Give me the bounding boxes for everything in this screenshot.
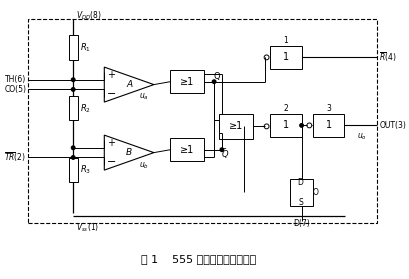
Bar [171, 138, 204, 161]
Text: $V_{ss}$(1): $V_{ss}$(1) [76, 221, 99, 234]
Text: 2: 2 [284, 104, 288, 113]
Text: $\overline{R}$(4): $\overline{R}$(4) [379, 50, 397, 64]
Text: +: + [107, 70, 115, 80]
Bar [69, 35, 78, 60]
Text: ≥1: ≥1 [180, 145, 195, 155]
Text: $R_3$: $R_3$ [79, 163, 91, 176]
Text: A: A [126, 80, 132, 89]
Text: 1: 1 [283, 121, 289, 130]
Text: −: − [106, 89, 116, 99]
Text: $R_2$: $R_2$ [79, 102, 90, 115]
Circle shape [72, 78, 75, 81]
Text: 1: 1 [283, 52, 289, 62]
Text: $\bar{Q}$: $\bar{Q}$ [221, 148, 229, 162]
Bar [290, 179, 313, 206]
Text: ≥1: ≥1 [180, 77, 195, 87]
Bar [270, 46, 301, 69]
Bar [171, 70, 204, 93]
Text: S: S [298, 198, 303, 207]
Text: D(7): D(7) [293, 219, 310, 228]
Text: $\overline{TR}$(2): $\overline{TR}$(2) [4, 151, 27, 164]
Bar [69, 158, 78, 182]
Circle shape [72, 146, 75, 150]
Text: 1: 1 [284, 36, 288, 45]
Circle shape [72, 156, 75, 159]
Text: $V_{DD}$(8): $V_{DD}$(8) [76, 9, 102, 22]
Text: TH(6): TH(6) [5, 75, 27, 84]
Text: $u_b$: $u_b$ [139, 160, 149, 170]
Text: B: B [126, 148, 132, 157]
Circle shape [300, 124, 303, 127]
Circle shape [212, 80, 216, 83]
Bar [219, 114, 253, 139]
Text: −: − [106, 157, 116, 167]
Text: OUT(3): OUT(3) [379, 121, 406, 130]
Text: O: O [312, 188, 318, 197]
Text: 3: 3 [326, 104, 331, 113]
Bar [313, 114, 344, 137]
Text: +: + [107, 138, 115, 148]
Bar [69, 96, 78, 121]
Circle shape [220, 148, 224, 151]
Circle shape [72, 88, 75, 91]
Text: ≥1: ≥1 [229, 121, 243, 131]
Text: D: D [298, 178, 303, 187]
Bar [270, 114, 301, 137]
Text: CO(5): CO(5) [4, 85, 27, 94]
Text: $R_1$: $R_1$ [79, 41, 90, 54]
Text: 1: 1 [326, 121, 332, 130]
Text: $u_a$: $u_a$ [139, 92, 149, 102]
Text: $u_o$: $u_o$ [357, 132, 367, 142]
Text: Q: Q [214, 72, 220, 81]
Bar [27, 18, 378, 223]
Text: 图 1    555 集成电路内部结构图: 图 1 555 集成电路内部结构图 [141, 254, 256, 264]
